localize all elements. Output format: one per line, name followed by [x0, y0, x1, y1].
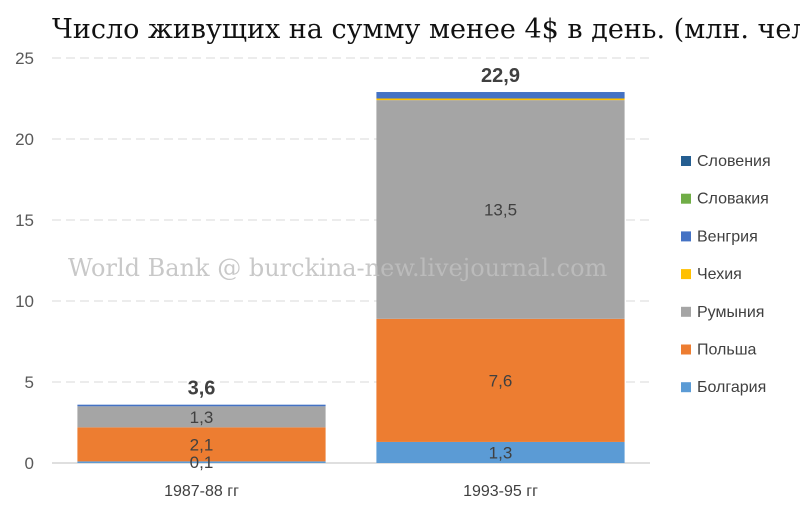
- legend-swatch: [681, 193, 691, 204]
- legend-label: Болгария: [697, 379, 766, 396]
- bar-segment: [376, 92, 625, 99]
- x-category-label: 1993-95 гг: [463, 483, 538, 500]
- legend-swatch: [681, 231, 691, 242]
- bar-segment: [376, 318, 625, 442]
- data-label: 7,6: [489, 371, 513, 390]
- bar-segment: [376, 100, 625, 319]
- legend-label: Чехия: [697, 266, 742, 283]
- legend-swatch: [681, 156, 691, 166]
- data-label: 13,5: [484, 200, 517, 219]
- watermark: World Bank @ burckina-new.livejournal.co…: [68, 254, 608, 282]
- bars: [77, 92, 625, 463]
- data-label: 1,3: [489, 443, 513, 462]
- y-tick-label: 5: [25, 373, 34, 392]
- legend-label: Словения: [697, 153, 771, 170]
- chart-title: Число живущих на сумму менее 4$ в день. …: [52, 14, 800, 45]
- bar-segment: [376, 441, 625, 463]
- bar-segment: [77, 427, 326, 462]
- legend-label: Словакия: [697, 191, 769, 208]
- data-labels: 0,12,1 1,3 3,6 1,3 7,6 13,5 22,9: [188, 65, 520, 472]
- x-axis: 1987-88 гг 1993-95 гг: [164, 483, 538, 500]
- legend-label: Польша: [697, 342, 757, 359]
- y-tick-label: 0: [25, 454, 34, 473]
- bar-segment: [77, 461, 326, 463]
- bar-segment: [376, 98, 625, 101]
- total-label: 3,6: [188, 378, 216, 400]
- x-category-label: 1987-88 гг: [164, 483, 239, 500]
- y-tick-label: 15: [15, 211, 34, 230]
- data-label: 0,1: [190, 453, 214, 472]
- y-tick-label: 10: [15, 292, 34, 311]
- legend-swatch: [681, 269, 691, 280]
- total-label: 22,9: [481, 65, 520, 87]
- legend-swatch: [681, 382, 691, 393]
- y-axis: 0 5 10 15 20 25: [15, 49, 34, 473]
- data-label: 1,3: [190, 408, 214, 427]
- legend-swatch: [681, 344, 691, 355]
- legend-label: Румыния: [697, 304, 764, 321]
- y-tick-label: 25: [15, 49, 34, 68]
- legend: Словения Словакия Венгрия Чехия Румыния Польш…: [681, 153, 771, 396]
- y-tick-label: 20: [15, 130, 34, 149]
- bar-segment: [77, 404, 326, 407]
- data-label: 2,1: [190, 435, 214, 454]
- legend-label: Венгрия: [697, 228, 758, 245]
- legend-swatch: [681, 306, 691, 317]
- bar-segment: [77, 406, 326, 428]
